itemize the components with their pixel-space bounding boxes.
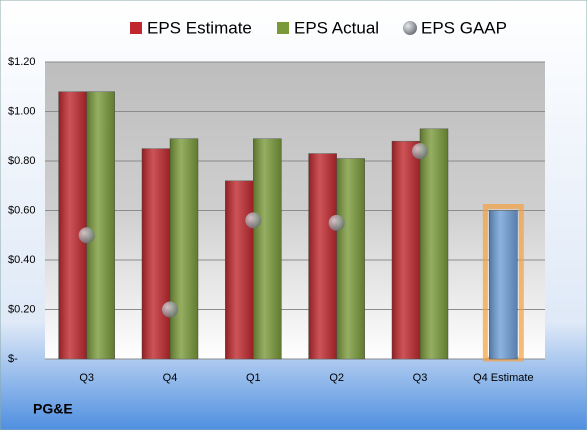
bar-shade [58,91,87,359]
y-tick-label: $- [8,353,18,365]
gaap-point [412,143,428,160]
legend-label: EPS Estimate [147,18,252,37]
y-tick-label: $1.20 [8,56,36,68]
bar-shade [170,138,198,359]
y-tick-label: $0.80 [8,155,36,167]
bar-shade [420,128,448,359]
gaap-point [245,212,262,229]
bar-shade [86,91,115,359]
bar-shade [392,141,420,359]
chart-title: PG&E [33,401,73,417]
bar-shade [253,138,282,359]
legend-label: EPS GAAP [421,18,507,37]
x-tick-label: Q1 [246,372,261,384]
bar-shade [489,210,518,359]
y-tick-label: $0.40 [8,254,36,266]
y-tick-label: $0.20 [8,303,36,315]
bar-shade [336,158,365,359]
bar-shade [225,180,254,359]
x-tick-label: Q2 [329,372,344,384]
x-tick-label: Q4 Estimate [473,372,534,384]
legend-label: EPS Actual [294,18,379,37]
bar-shade [308,153,337,359]
gaap-point [78,227,95,244]
gaap-point [328,214,345,231]
legend-marker [403,21,417,35]
y-tick-label: $0.60 [8,204,36,216]
gaap-point [162,301,178,318]
x-tick-label: Q3 [79,372,94,384]
y-tick-label: $1.00 [8,105,36,117]
bar-shade [142,148,170,359]
x-tick-label: Q4 [163,372,178,384]
x-tick-label: Q3 [413,372,428,384]
legend-marker [277,22,289,34]
legend-marker [130,22,142,34]
